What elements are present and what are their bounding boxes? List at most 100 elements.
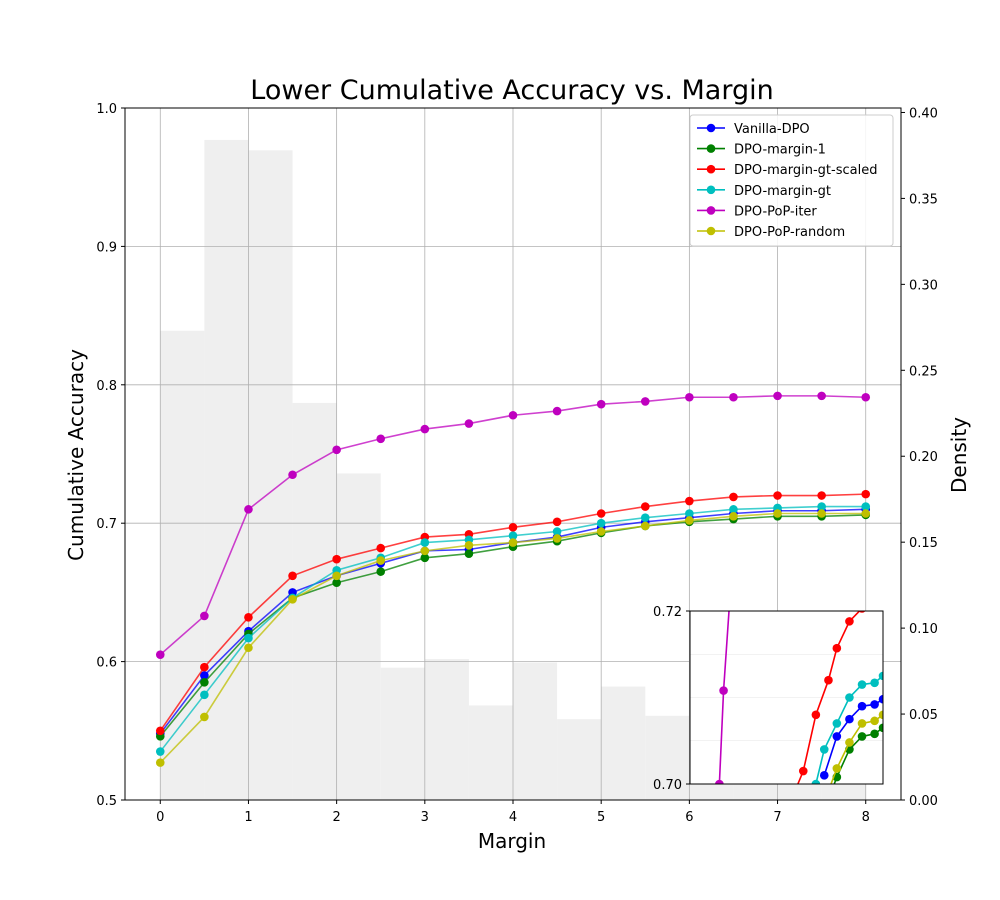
inset-series-DPO-margin-1 (832, 723, 883, 784)
inset-point (811, 779, 821, 784)
data-point (200, 611, 209, 621)
data-point (729, 392, 738, 402)
inset-point (878, 723, 883, 733)
series-DPO-PoP-iter (155, 391, 871, 659)
inset-chart: 0.70 0.72 (653, 563, 888, 793)
legend-label: DPO-PoP-random (734, 225, 845, 240)
inset-point (870, 678, 879, 688)
inset-series-DPO-PoP-random (830, 710, 883, 784)
histogram-bar-8 (513, 662, 558, 800)
data-point (552, 406, 562, 416)
data-point (817, 502, 826, 511)
inset-point (878, 710, 883, 720)
legend-item-DPO-margin-gt-scaled[interactable]: DPO-margin-gt-scaled (697, 163, 877, 178)
x-tick-label: 1 (244, 810, 252, 825)
axes (121, 107, 905, 804)
legend-marker (706, 144, 716, 153)
data-point (640, 513, 650, 522)
data-point (596, 518, 606, 528)
data-point (288, 470, 297, 480)
y2-tick-label: 0.35 (909, 192, 938, 207)
x-axis-label: Margin (478, 829, 546, 853)
y2-tick-label: 0.20 (909, 450, 938, 465)
data-point (155, 726, 165, 736)
data-point (332, 571, 341, 581)
histogram-bar-9 (557, 719, 602, 800)
data-point (332, 578, 341, 588)
legend-marker (706, 206, 716, 215)
data-point (464, 419, 474, 428)
inset-point (728, 563, 737, 572)
legend-label: DPO-margin-gt-scaled (734, 163, 877, 178)
y2-tick-label: 0.10 (909, 622, 938, 637)
data-point (596, 527, 606, 536)
data-point (155, 747, 165, 756)
inset-point (878, 694, 883, 704)
legend-item-Vanilla-DPO[interactable]: Vanilla-DPO (697, 122, 810, 137)
series-lines (155, 391, 871, 767)
histogram-bar-5 (380, 667, 425, 800)
data-point (200, 671, 209, 680)
x-tick-label: 3 (421, 810, 429, 825)
data-point (376, 567, 386, 576)
inset-point (845, 693, 854, 702)
data-point (508, 538, 518, 547)
inset-point (870, 729, 879, 739)
inset-point (845, 714, 854, 724)
inset-series-Vanilla-DPO (819, 694, 883, 780)
x-tick-label: 8 (862, 810, 870, 825)
inset-point (857, 719, 867, 728)
x-tick-label: 4 (509, 810, 517, 825)
data-point (420, 553, 430, 563)
data-point (596, 509, 606, 518)
legend-item-DPO-margin-gt[interactable]: DPO-margin-gt (697, 184, 831, 199)
legend-item-DPO-margin-1[interactable]: DPO-margin-1 (697, 143, 826, 158)
legend-marker (706, 123, 716, 133)
y2-tick-label: 0.05 (909, 708, 938, 723)
y-tick-label: 0.6 (96, 656, 117, 671)
histogram (160, 139, 866, 801)
data-point (729, 511, 738, 521)
inset-point (879, 600, 888, 609)
inset-point (832, 643, 842, 653)
inset-point (715, 779, 724, 784)
data-point (464, 549, 474, 558)
inset-point (798, 766, 808, 776)
data-point (685, 509, 694, 518)
legend-box (689, 114, 894, 247)
legend-item-DPO-PoP-iter[interactable]: DPO-PoP-iter (697, 204, 817, 219)
data-point (244, 633, 253, 643)
legend-item-DPO-PoP-random[interactable]: DPO-PoP-random (697, 225, 845, 240)
inset-point (870, 716, 879, 726)
inset-point (845, 738, 854, 747)
data-point (200, 678, 209, 687)
data-point (729, 505, 738, 514)
data-point (773, 391, 782, 401)
legend-label: DPO-margin-gt (734, 184, 831, 199)
data-point (596, 399, 606, 409)
inset-plot (690, 563, 888, 784)
inset-point (819, 771, 829, 780)
legend[interactable]: Vanilla-DPO DPO-margin-1 DPO-margin-gt-sca… (689, 114, 894, 247)
inset-point (870, 602, 879, 611)
y2-tick-label: 0.40 (909, 106, 938, 121)
y-tick-label: 0.7 (96, 517, 117, 532)
inset-point (832, 719, 842, 728)
y2-axis-label: Density (947, 417, 971, 493)
inset-point (870, 700, 879, 709)
y-tick-label: 1.0 (96, 102, 117, 117)
data-point (861, 502, 871, 511)
inset-point (845, 617, 854, 626)
x-tick-label: 5 (597, 810, 605, 825)
inset-series-DPO-PoP-iter (715, 563, 737, 784)
histogram-bar-1 (204, 139, 249, 800)
legend-label: Vanilla-DPO (734, 122, 810, 137)
data-point (288, 571, 297, 581)
chart-title: Lower Cumulative Accuracy vs. Margin (250, 75, 773, 106)
data-point (861, 392, 871, 402)
y-axis-label: Cumulative Accuracy (64, 349, 88, 561)
data-point (464, 541, 474, 550)
data-point (288, 595, 297, 604)
histogram-bar-10 (601, 686, 646, 800)
